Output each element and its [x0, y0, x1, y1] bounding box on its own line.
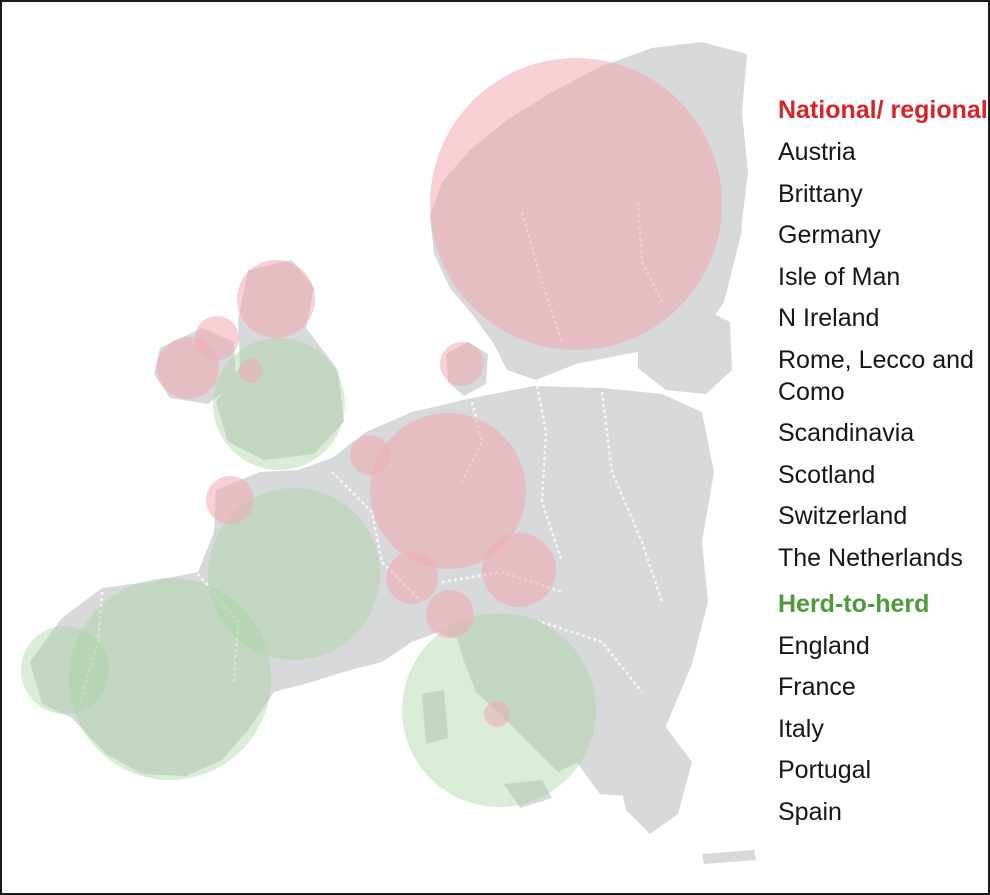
circle-isle-of-man	[239, 359, 263, 383]
circle-england	[213, 338, 345, 470]
land-sardinia	[422, 690, 448, 744]
land-crete	[702, 850, 756, 864]
legend-item: Spain	[778, 797, 842, 826]
legend-item: Germany	[778, 221, 881, 249]
legend: National/ regional Austria Brittany Germ…	[778, 94, 988, 828]
legend-item: N Ireland	[778, 304, 880, 332]
legend-list-national: Austria Brittany Germany Isle of Man N I…	[778, 136, 988, 574]
circle-lecco-como	[426, 590, 474, 638]
legend-item: France	[778, 673, 856, 701]
circle-austria	[482, 533, 556, 607]
land-greece	[618, 722, 692, 834]
circle-france	[208, 488, 380, 660]
circle-ireland-west	[157, 337, 219, 399]
circle-switzerland	[386, 552, 438, 604]
national-regional-circles	[157, 58, 722, 727]
legend-item: Scandinavia	[778, 419, 915, 447]
circle-scotland	[237, 260, 315, 338]
legend-list-herd: England France Italy Portugal Spain	[778, 630, 988, 828]
legend-item: Switzerland	[778, 502, 908, 530]
legend-item: Italy	[778, 714, 824, 743]
circle-spain	[69, 578, 271, 780]
legend-item: Scotland	[778, 460, 876, 489]
circle-denmark	[440, 342, 484, 386]
land-baltics	[638, 308, 732, 394]
circle-portugal	[21, 626, 109, 714]
legend-item: Austria	[778, 138, 856, 166]
legend-item: Rome, Lecco and Como	[778, 345, 974, 406]
legend-heading-herd: Herd-to-herd	[778, 589, 930, 618]
legend-item: England	[778, 631, 870, 660]
legend-heading-national: National/ regional	[778, 96, 988, 124]
circle-brittany	[206, 476, 254, 524]
legend-item: The Netherlands	[778, 543, 963, 572]
land-italy	[454, 624, 584, 772]
legend-item: Brittany	[778, 179, 863, 208]
circle-germany	[370, 413, 526, 569]
circle-rome	[484, 701, 510, 727]
land-sicily	[504, 780, 552, 808]
circle-scandinavia	[430, 58, 722, 350]
legend-item: Isle of Man	[778, 262, 901, 291]
legend-item: Portugal	[778, 756, 872, 784]
